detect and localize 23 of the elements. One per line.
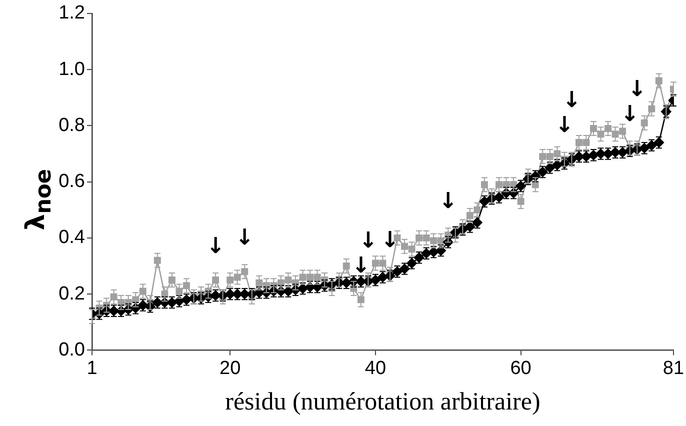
annotation: ↓: [562, 88, 581, 114]
annotation: ↓: [358, 228, 378, 254]
x-tick-label: 81: [662, 358, 684, 379]
y-tick-label: 0.8: [58, 114, 85, 136]
y-tick-label: 1.2: [58, 2, 85, 24]
annotation: ↓: [438, 188, 458, 214]
y-tick-label: 0.0: [58, 339, 85, 360]
x-tick-label: 40: [364, 358, 386, 379]
annotation: ↓: [206, 234, 225, 259]
x-tick-label: 20: [220, 358, 241, 379]
annotation: ↓: [555, 113, 574, 138]
y-tick-label: 0.2: [58, 283, 85, 304]
annotation: ↓: [628, 76, 646, 102]
annotation: ↓: [235, 225, 254, 250]
y-tick-label: 0.6: [58, 171, 85, 192]
annotation: ↓: [380, 228, 400, 254]
x-tick-label: 1: [86, 358, 98, 379]
x-tick-label: 60: [510, 358, 532, 379]
x-axis-title: résidu (numérotation arbitraire): [225, 388, 540, 416]
y-tick-label: 1.0: [58, 58, 85, 80]
annotation: ↓: [620, 102, 640, 127]
annotation: ↓: [352, 253, 370, 278]
y-tick-label: 0.4: [58, 227, 86, 248]
